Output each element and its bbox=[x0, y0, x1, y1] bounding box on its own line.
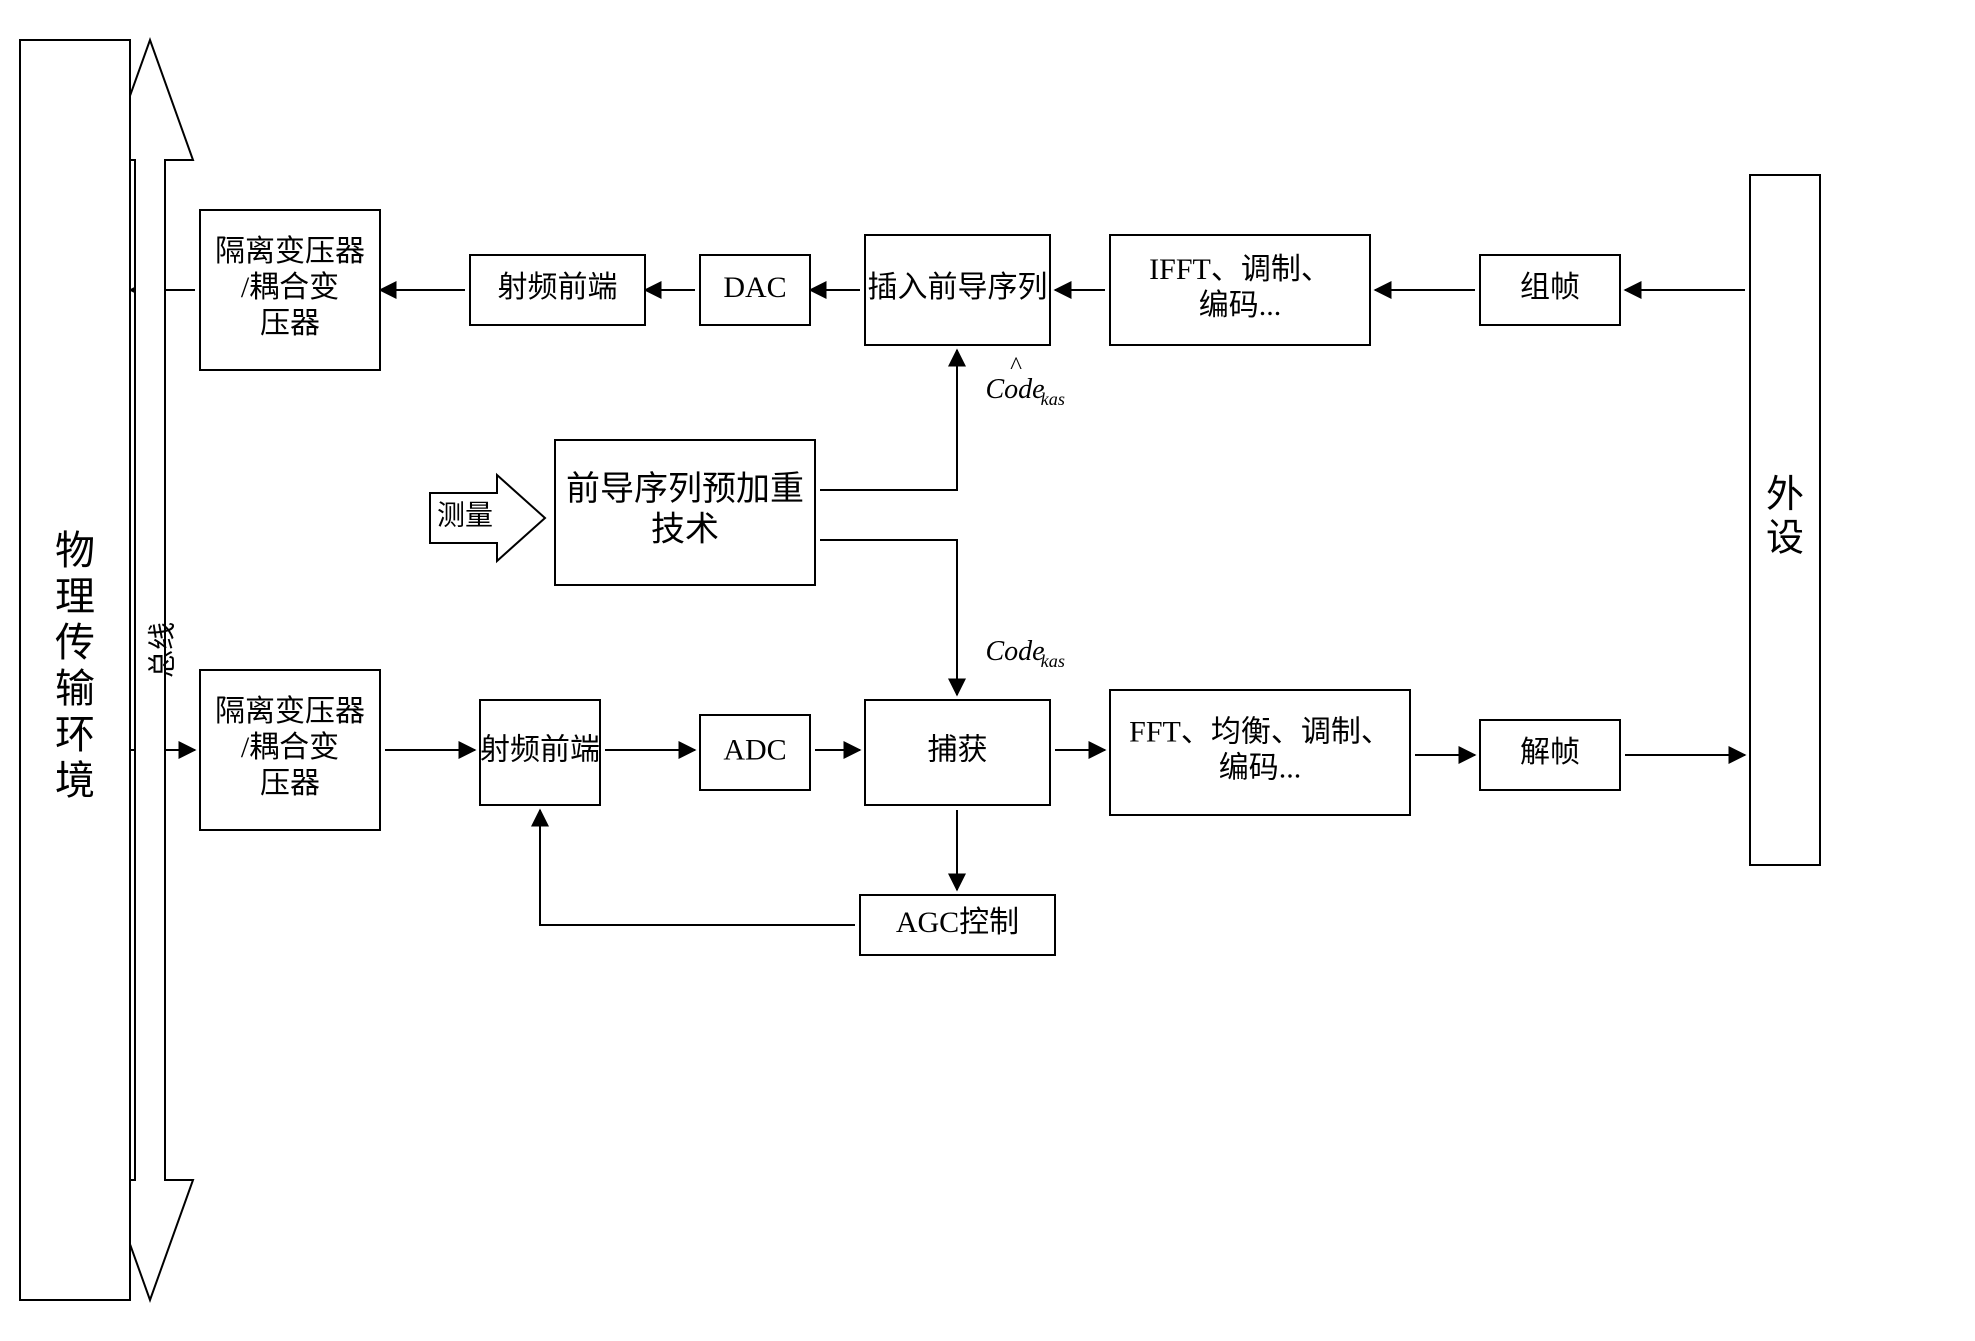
physical_env-label: 环 bbox=[55, 712, 95, 757]
edge-agc-rx_rf bbox=[540, 810, 855, 925]
code-annot: Codekas bbox=[985, 636, 1064, 671]
measure-label: 测量 bbox=[437, 500, 493, 531]
tx_transformer-label: /耦合变 bbox=[241, 271, 339, 304]
code_hat-annot: Codekas^ bbox=[985, 353, 1064, 409]
fft-label: 编码... bbox=[1219, 751, 1302, 784]
rx_transformer-label: 压器 bbox=[260, 767, 320, 800]
capture-label: 捕获 bbox=[928, 733, 988, 766]
physical_env-label: 传 bbox=[55, 620, 95, 665]
rx_transformer-label: 隔离变压器 bbox=[215, 695, 365, 728]
peripheral-label: 外 bbox=[1766, 474, 1804, 516]
dac-label: DAC bbox=[723, 271, 786, 304]
tx_transformer-label: 隔离变压器 bbox=[215, 235, 365, 268]
bus-label: 总线 bbox=[146, 622, 178, 678]
agc-label: AGC控制 bbox=[896, 906, 1019, 939]
svg-text:Code: Code bbox=[985, 636, 1044, 667]
rx_transformer-label: /耦合变 bbox=[241, 731, 339, 764]
preempt-label: 前导序列预加重 bbox=[566, 470, 804, 508]
ifft-label: IFFT、调制、 bbox=[1149, 253, 1331, 286]
frame-label: 组帧 bbox=[1520, 271, 1580, 304]
svg-text:kas: kas bbox=[1041, 651, 1065, 671]
peripheral-label: 设 bbox=[1766, 518, 1804, 560]
tx_transformer-label: 压器 bbox=[260, 307, 320, 340]
physical_env-label: 物 bbox=[55, 528, 95, 573]
svg-text:kas: kas bbox=[1041, 389, 1065, 409]
physical_env-label: 输 bbox=[55, 666, 95, 711]
edge-preempt-capture bbox=[820, 540, 957, 695]
physical_env-label: 境 bbox=[55, 758, 95, 803]
adc-label: ADC bbox=[723, 733, 786, 766]
preempt-label: 技术 bbox=[651, 511, 719, 549]
deframe-label: 解帧 bbox=[1520, 736, 1580, 769]
ifft-label: 编码... bbox=[1199, 289, 1282, 322]
insert_preamble-label: 插入前导序列 bbox=[868, 271, 1048, 304]
edge-preempt-insert_preamble bbox=[820, 350, 957, 490]
fft-label: FFT、均衡、调制、 bbox=[1129, 715, 1391, 748]
physical_env-label: 理 bbox=[55, 574, 95, 619]
tx_rf-label: 射频前端 bbox=[498, 271, 618, 304]
rx_rf-label: 射频前端 bbox=[480, 733, 600, 766]
